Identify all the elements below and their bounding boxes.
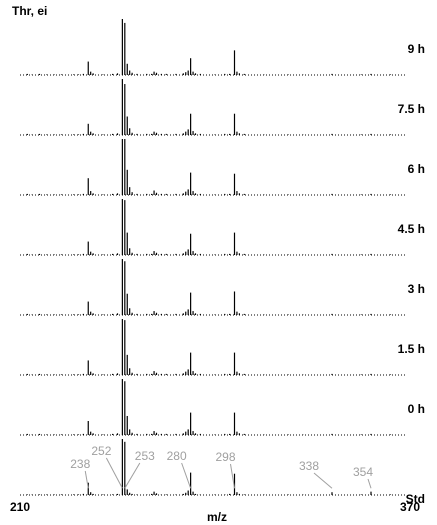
series-label: 9 h [408,42,425,56]
leader-line [313,472,333,489]
x-axis-label: m/z [207,510,227,524]
peak-annotation: 252 [91,444,111,458]
series-label: 3 h [408,282,425,296]
x-tick-label: 370 [400,500,420,514]
peak-annotation: 238 [70,457,90,471]
leader-line [181,462,192,489]
series-label: 1.5 h [398,342,425,356]
x-tick-label: 210 [10,500,30,514]
chart-title: Thr, ei [12,4,47,18]
series-label: 4.5 h [398,222,425,236]
leader-line [367,478,372,489]
series-label: 6 h [408,162,425,176]
peak-annotation: 354 [353,465,373,479]
series-label: 7.5 h [398,102,425,116]
leader-line [124,462,141,489]
peak-annotation: 298 [215,450,235,464]
leader-line [84,470,89,489]
series-label: 0 h [408,402,425,416]
peak-annotation: 338 [299,459,319,473]
leader-line [105,457,123,489]
leader-line [230,463,235,489]
peak-annotation: 280 [167,449,187,463]
series-label: Std [406,492,425,506]
peak-annotation: 253 [135,449,155,463]
